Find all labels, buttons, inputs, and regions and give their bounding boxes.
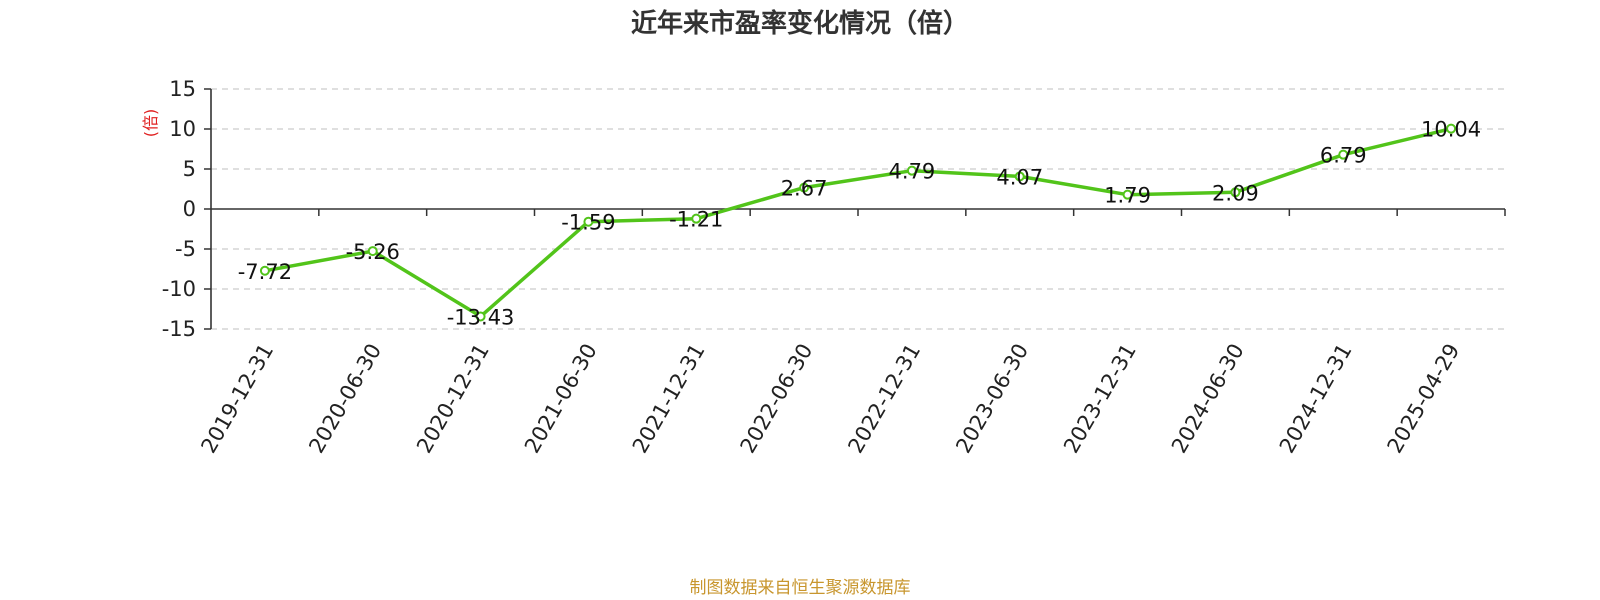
data-points (259, 123, 1457, 322)
y-tick-label: 0 (183, 197, 196, 221)
x-tick-label: 2024-06-30 (1167, 340, 1249, 458)
x-tick-label: 2020-06-30 (304, 340, 386, 458)
x-tick-label: 2022-12-31 (843, 340, 925, 458)
data-label: -13.43 (447, 305, 515, 329)
data-source-note: 制图数据来自恒生聚源数据库 (689, 578, 911, 598)
axes (210, 89, 1506, 329)
data-label: -1.59 (561, 211, 615, 235)
x-tick-label: 2023-12-31 (1059, 340, 1141, 458)
data-point (1014, 171, 1025, 182)
data-label: 10.04 (1421, 118, 1481, 142)
data-point (259, 265, 270, 276)
series-line (264, 126, 1452, 319)
grid-lines (211, 88, 1505, 330)
y-tick-label: 10 (169, 117, 196, 141)
y-tick-label: -15 (162, 317, 196, 341)
data-label: 2.67 (781, 177, 828, 201)
x-tick-label: 2019-12-31 (196, 340, 278, 458)
y-tick-label: -10 (162, 277, 196, 301)
data-label: -5.26 (346, 240, 400, 264)
x-axis-ticks: 2019-12-31 2020-06-30 2020-12-31 2021-06-30… (196, 340, 1464, 458)
data-labels: -7.72 -5.26 -13.43 -1.59 -1.21 2.67 4.79 4.07 1.… (238, 118, 1481, 330)
y-tick-label: 5 (183, 157, 196, 181)
data-label: -7.72 (238, 260, 292, 284)
data-point (475, 311, 486, 322)
y-tick-label: 15 (169, 77, 196, 101)
data-point (583, 216, 594, 227)
x-tick-label: 2024-12-31 (1275, 340, 1357, 458)
x-tick-label: 2020-12-31 (412, 340, 494, 458)
data-point (1122, 189, 1133, 200)
data-label: 2.09 (1212, 181, 1259, 205)
data-point (1338, 149, 1349, 160)
x-tick-label: 2023-06-30 (951, 340, 1033, 458)
x-tick-label: 2025-04-29 (1383, 340, 1465, 458)
data-label: 1.79 (1104, 184, 1151, 208)
data-label: 4.79 (889, 160, 936, 184)
x-tick-label: 2021-06-30 (520, 340, 602, 458)
data-label: 4.07 (996, 165, 1043, 189)
data-point (1446, 123, 1457, 134)
y-axis-ticks: 15 10 5 0 -5 -10 -15 (162, 77, 211, 341)
data-point (367, 246, 378, 257)
data-point (906, 165, 917, 176)
y-axis-label: (倍) (141, 109, 160, 138)
y-tick-label: -5 (175, 237, 196, 261)
x-tick-label: 2022-06-30 (736, 340, 818, 458)
data-point (691, 213, 702, 224)
chart-title: 近年来市盈率变化情况（倍） (631, 8, 969, 39)
data-label: -1.21 (669, 208, 723, 232)
data-label: 6.79 (1320, 144, 1367, 168)
x-tick-label: 2021-12-31 (628, 340, 710, 458)
data-point (1230, 187, 1241, 198)
data-point (799, 182, 810, 193)
